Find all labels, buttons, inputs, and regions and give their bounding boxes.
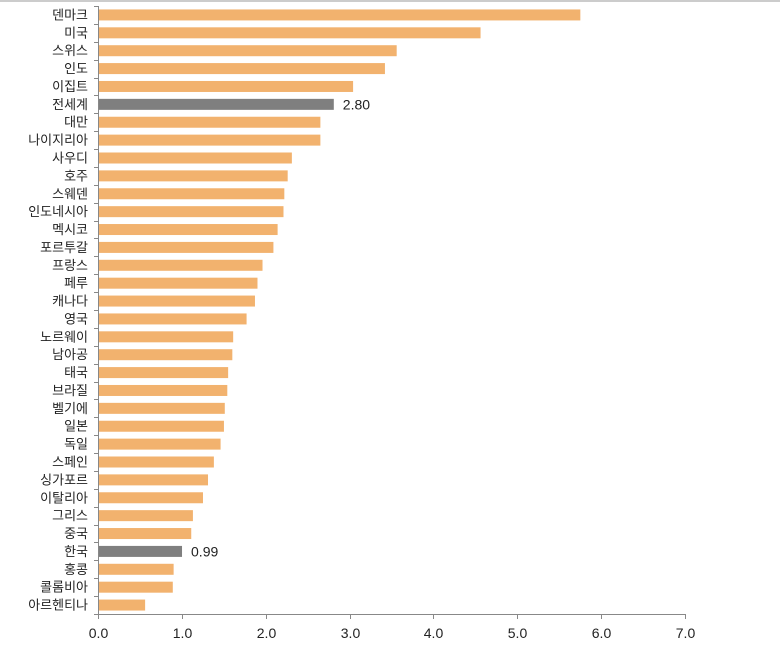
bar-미국: [99, 27, 481, 39]
x-tick-label: 2.0: [257, 625, 277, 641]
bar-태국: [99, 367, 229, 379]
category-label: 브라질: [52, 384, 88, 399]
bar-이집트: [99, 80, 354, 92]
bar-호주: [99, 170, 288, 182]
bar-덴마크: [99, 9, 581, 21]
category-label: 스위스: [52, 44, 88, 59]
category-label: 그리스: [52, 509, 88, 524]
bar-인도네시아: [99, 206, 284, 218]
category-label: 캐나다: [52, 295, 88, 310]
bar-포르투갈: [99, 241, 274, 253]
category-label: 한국: [64, 545, 88, 560]
category-label: 포르투갈: [40, 241, 88, 256]
data-label: 2.80: [343, 96, 370, 112]
category-label: 이집트: [52, 80, 88, 95]
category-label: 미국: [64, 26, 88, 41]
category-label: 스웨덴: [52, 187, 88, 202]
category-label: 영국: [64, 312, 88, 327]
category-label: 홍콩: [64, 563, 88, 578]
x-tick-label: 5.0: [508, 625, 528, 641]
bar-홍콩: [99, 563, 174, 575]
category-label: 인도네시아: [28, 205, 88, 220]
bar-이탈리아: [99, 492, 203, 504]
bar-나이지리아: [99, 134, 321, 146]
bar-스웨덴: [99, 188, 285, 200]
category-label: 일본: [64, 420, 88, 435]
category-label: 스페인: [52, 456, 88, 471]
x-tick-label: 3.0: [341, 625, 361, 641]
top-rule: [0, 0, 780, 2]
category-label: 대만: [64, 116, 88, 131]
category-label: 이탈리아: [40, 491, 88, 506]
category-label: 독일: [64, 438, 88, 453]
bar-대만: [99, 116, 321, 128]
bar-멕시코: [99, 224, 278, 236]
bar-벨기에: [99, 402, 225, 414]
category-label: 중국: [64, 527, 88, 542]
category-label: 아르헨티나: [28, 599, 88, 614]
bar-아르헨티나: [99, 599, 146, 611]
category-label: 멕시코: [52, 223, 88, 238]
category-label: 싱가포르: [40, 473, 88, 488]
category-label: 덴마크: [52, 8, 88, 23]
bar-그리스: [99, 510, 193, 522]
bar-스위스: [99, 45, 397, 57]
x-tick-label: 0.0: [89, 625, 109, 641]
category-label: 콜롬비아: [40, 581, 88, 596]
bar-노르웨이: [99, 331, 234, 343]
bar-프랑스: [99, 259, 263, 271]
bar-인도: [99, 63, 385, 75]
bar-영국: [99, 313, 247, 325]
category-label: 호주: [64, 169, 88, 184]
x-tick-label: 6.0: [592, 625, 612, 641]
bar-일본: [99, 420, 224, 432]
bar-전세계: [99, 98, 334, 110]
x-tick-label: 7.0: [676, 625, 696, 641]
category-label: 태국: [64, 366, 88, 381]
bar-한국: [99, 545, 183, 557]
category-label: 사우디: [52, 152, 88, 167]
bar-남아공: [99, 349, 233, 361]
category-label: 전세계: [52, 98, 88, 113]
bar-브라질: [99, 384, 228, 396]
bar-사우디: [99, 152, 292, 164]
category-label: 프랑스: [52, 259, 88, 274]
category-label: 노르웨이: [40, 330, 88, 345]
x-tick-label: 4.0: [424, 625, 444, 641]
category-label: 인도: [64, 62, 88, 77]
category-label: 벨기에: [52, 402, 88, 417]
bar-스페인: [99, 456, 214, 468]
data-label: 0.99: [191, 543, 218, 559]
bar-콜롬비아: [99, 581, 173, 593]
category-label: 페루: [64, 277, 88, 292]
bar-독일: [99, 438, 221, 450]
bar-중국: [99, 528, 192, 540]
category-label: 남아공: [52, 348, 88, 363]
bar-싱가포르: [99, 474, 209, 486]
bar-캐나다: [99, 295, 255, 307]
x-tick-label: 1.0: [173, 625, 193, 641]
bar-페루: [99, 277, 258, 289]
category-label: 나이지리아: [28, 134, 88, 149]
